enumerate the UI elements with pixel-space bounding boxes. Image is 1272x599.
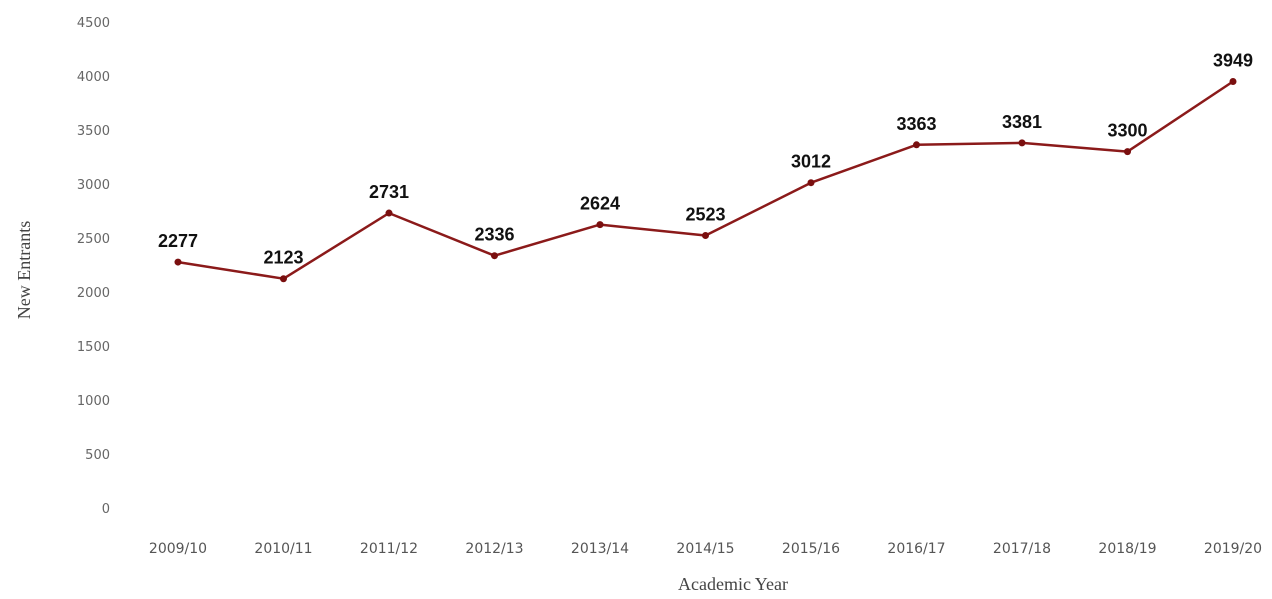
x-tick-label: 2009/10 [149, 541, 207, 557]
x-axis-ticks: 2009/10 2010/11 2011/12 2012/13 2013/14 2014/… [149, 541, 1262, 557]
data-labels: 2277 2123 2731 2336 2624 2523 3012 3363 3381 3300… [158, 51, 1253, 268]
data-label: 3300 [1107, 121, 1147, 141]
x-tick-label: 2011/12 [360, 541, 418, 557]
x-axis-title: Academic Year [678, 574, 788, 594]
y-tick-label: 3000 [77, 178, 110, 193]
y-axis-title: New Entrants [14, 221, 34, 319]
series-line [177, 80, 1234, 280]
data-label: 2123 [263, 248, 303, 268]
data-point [913, 141, 920, 149]
data-label: 2523 [685, 205, 725, 225]
data-point [1018, 139, 1026, 147]
y-tick-label: 1000 [77, 394, 110, 409]
y-tick-label: 2000 [77, 286, 110, 301]
y-axis-ticks: 0 500 1000 1500 2000 2500 3000 3500 4000 4500 [77, 16, 110, 517]
data-label: 2277 [158, 231, 198, 251]
x-tick-label: 2013/14 [571, 541, 629, 557]
x-tick-label: 2017/18 [993, 541, 1051, 557]
data-label: 3949 [1213, 51, 1253, 71]
data-point [1229, 78, 1237, 86]
y-tick-label: 500 [85, 448, 110, 463]
x-tick-label: 2010/11 [254, 541, 312, 557]
data-point [807, 179, 815, 187]
data-label: 3381 [1002, 112, 1042, 132]
y-tick-label: 2500 [77, 232, 110, 247]
data-label: 2624 [580, 194, 620, 214]
y-tick-label: 0 [102, 502, 110, 517]
x-tick-label: 2014/15 [676, 541, 734, 557]
data-label: 3012 [791, 152, 831, 172]
data-point [491, 252, 498, 260]
y-tick-label: 3500 [77, 124, 110, 139]
data-point [280, 275, 287, 283]
x-tick-label: 2018/19 [1098, 541, 1156, 557]
data-label: 3363 [896, 114, 936, 134]
data-label: 2731 [369, 182, 409, 202]
x-tick-label: 2012/13 [465, 541, 523, 557]
data-point [1124, 148, 1131, 156]
data-label: 2336 [474, 225, 514, 245]
data-point [174, 258, 182, 266]
x-tick-label: 2015/16 [782, 541, 840, 557]
y-tick-label: 4500 [77, 16, 110, 31]
x-tick-label: 2016/17 [887, 541, 945, 557]
y-tick-label: 4000 [77, 70, 110, 85]
y-tick-label: 1500 [77, 340, 110, 355]
data-point [702, 232, 709, 240]
data-point [385, 209, 393, 217]
data-points [174, 78, 1237, 283]
data-point [596, 221, 604, 229]
x-tick-label: 2019/20 [1204, 541, 1262, 557]
